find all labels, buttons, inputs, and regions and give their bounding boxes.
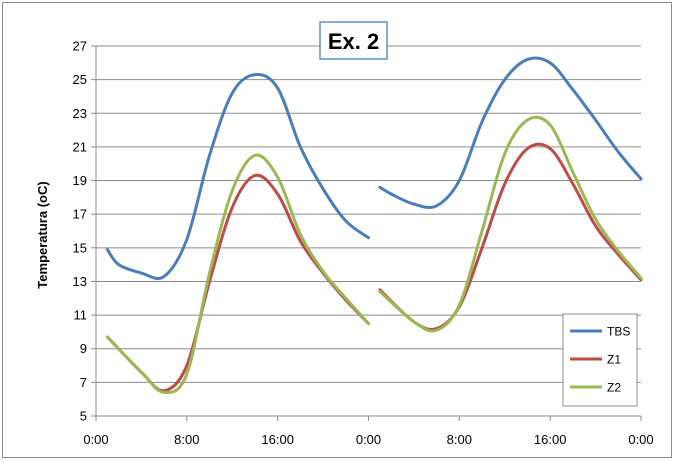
series-z2-line-1: [105, 153, 370, 395]
y-tick-label: 15: [73, 240, 87, 255]
y-axis-title: Temperatura (oC): [35, 181, 50, 288]
y-tick-label: 25: [73, 72, 87, 87]
y-tick-label: 11: [74, 308, 88, 323]
legend-label-z1: Z1: [607, 353, 621, 367]
series-z1-line-2: [378, 142, 643, 331]
legend-label-z2: Z2: [607, 381, 621, 395]
y-tick-label: 19: [73, 173, 87, 188]
series-tbs-line-2: [378, 56, 643, 209]
y-tick-label: 23: [73, 106, 87, 121]
x-tick-label: 8:00: [447, 432, 472, 447]
x-tick-label: 0:00: [628, 432, 653, 447]
x-tick-label: 0:00: [356, 432, 381, 447]
x-tick-label: 0:00: [83, 432, 108, 447]
x-tick-label: 16:00: [261, 432, 294, 447]
y-tick-label: 21: [73, 139, 87, 154]
series-z1-line-1: [105, 173, 370, 393]
series-tbs-line-1: [105, 72, 370, 281]
title-box: [319, 21, 388, 60]
legend-label-tbs: TBS: [607, 325, 630, 339]
y-tick-label: 9: [80, 341, 87, 356]
y-tick-label: 17: [73, 207, 87, 222]
y-tick-label: 13: [73, 274, 87, 289]
x-tick-label: 8:00: [174, 432, 199, 447]
chart-title: Ex. 2: [328, 29, 379, 54]
x-tick-label: 16:00: [534, 432, 567, 447]
y-tick-label: 7: [80, 375, 87, 390]
y-tick-label: 27: [73, 39, 87, 54]
y-tick-label: 5: [80, 409, 87, 424]
series-z2-line-2: [378, 115, 643, 333]
